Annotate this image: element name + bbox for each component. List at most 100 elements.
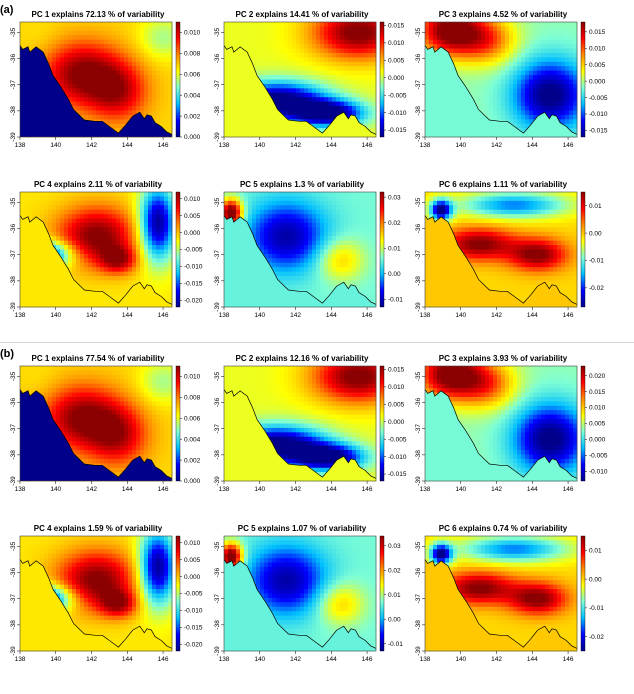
heat-cell xyxy=(156,263,160,268)
heat-cell xyxy=(284,205,288,210)
heat-cell xyxy=(124,227,128,232)
heat-cell xyxy=(140,26,144,31)
heat-cell xyxy=(284,276,288,281)
heat-cell xyxy=(356,245,360,250)
heat-cell xyxy=(280,57,284,62)
heat-cell xyxy=(557,97,561,102)
heat-cell xyxy=(128,272,132,277)
heat-cell xyxy=(80,196,84,201)
heat-cell xyxy=(36,26,40,31)
heat-cell xyxy=(352,210,356,215)
heat-cell xyxy=(533,106,537,111)
heat-cell xyxy=(40,44,44,49)
heat-cell xyxy=(304,232,308,237)
heat-cell xyxy=(364,80,368,85)
heat-cell xyxy=(56,219,60,224)
heat-cell xyxy=(48,35,52,40)
heat-cell xyxy=(76,102,80,107)
heat-cell xyxy=(124,62,128,67)
heat-cell xyxy=(288,106,292,111)
heat-cell xyxy=(332,80,336,85)
heat-cell xyxy=(56,192,60,197)
heat-cell xyxy=(136,71,140,76)
heat-cell xyxy=(52,22,56,27)
heat-cell xyxy=(96,97,100,102)
heat-cell xyxy=(356,201,360,206)
heat-cell xyxy=(100,258,104,263)
heat-cell xyxy=(320,35,324,40)
heat-cell xyxy=(312,88,316,93)
heat-cell xyxy=(437,40,441,45)
heat-cell xyxy=(64,214,68,219)
heat-cell xyxy=(545,84,549,89)
heat-cell xyxy=(529,62,533,67)
heat-cell xyxy=(120,227,124,232)
heat-cell xyxy=(284,26,288,31)
heat-cell xyxy=(152,201,156,206)
heat-cell xyxy=(260,26,264,31)
heat-cell xyxy=(148,93,152,98)
heat-cell xyxy=(529,57,533,62)
heat-cell xyxy=(148,267,152,272)
heat-cell xyxy=(120,219,124,224)
heat-cell xyxy=(473,40,477,45)
heat-cell xyxy=(72,241,76,246)
heat-cell xyxy=(332,201,336,206)
heat-cell xyxy=(68,250,72,255)
heat-cell xyxy=(537,75,541,80)
heat-cell xyxy=(104,115,108,120)
heat-cell xyxy=(360,80,364,85)
heat-cell xyxy=(64,232,68,237)
heat-cell xyxy=(296,80,300,85)
heat-cell xyxy=(268,80,272,85)
heat-cell xyxy=(569,93,573,98)
heat-cell xyxy=(336,26,340,31)
heat-cell xyxy=(324,201,328,206)
heat-cell xyxy=(124,276,128,281)
heat-cell xyxy=(160,80,164,85)
heat-cell xyxy=(140,93,144,98)
heat-cell xyxy=(248,40,252,45)
heat-cell xyxy=(156,93,160,98)
heat-cell xyxy=(148,97,152,102)
heat-cell xyxy=(144,263,148,268)
heat-cell xyxy=(300,241,304,246)
heat-cell xyxy=(320,227,324,232)
heat-cell xyxy=(545,93,549,98)
heat-cell xyxy=(88,245,92,250)
heat-cell xyxy=(288,84,292,89)
heat-cell xyxy=(28,205,32,210)
heat-cell xyxy=(136,245,140,250)
heat-cell xyxy=(324,40,328,45)
heat-cell xyxy=(120,250,124,255)
heat-cell xyxy=(20,26,24,31)
heat-cell xyxy=(517,102,521,107)
heat-cell xyxy=(288,115,292,120)
heat-cell xyxy=(320,294,324,299)
heat-cell xyxy=(148,272,152,277)
heat-cell xyxy=(364,31,368,36)
heat-cell xyxy=(340,57,344,62)
heat-cell xyxy=(80,241,84,246)
heat-cell xyxy=(336,31,340,36)
heat-cell xyxy=(352,192,356,197)
heat-cell xyxy=(469,49,473,54)
heat-cell xyxy=(529,80,533,85)
heat-cell xyxy=(272,254,276,259)
heat-cell xyxy=(336,241,340,246)
heat-cell xyxy=(140,75,144,80)
heat-cell xyxy=(144,192,148,197)
heat-cell xyxy=(312,192,316,197)
heat-cell xyxy=(52,201,56,206)
heat-cell xyxy=(132,254,136,259)
heat-cell xyxy=(252,214,256,219)
heat-cell xyxy=(324,88,328,93)
heat-cell xyxy=(64,254,68,259)
heat-cell xyxy=(324,236,328,241)
heat-cell xyxy=(288,267,292,272)
heat-cell xyxy=(160,119,164,124)
heat-cell xyxy=(72,75,76,80)
heat-cell xyxy=(525,102,529,107)
heat-cell xyxy=(20,35,24,40)
